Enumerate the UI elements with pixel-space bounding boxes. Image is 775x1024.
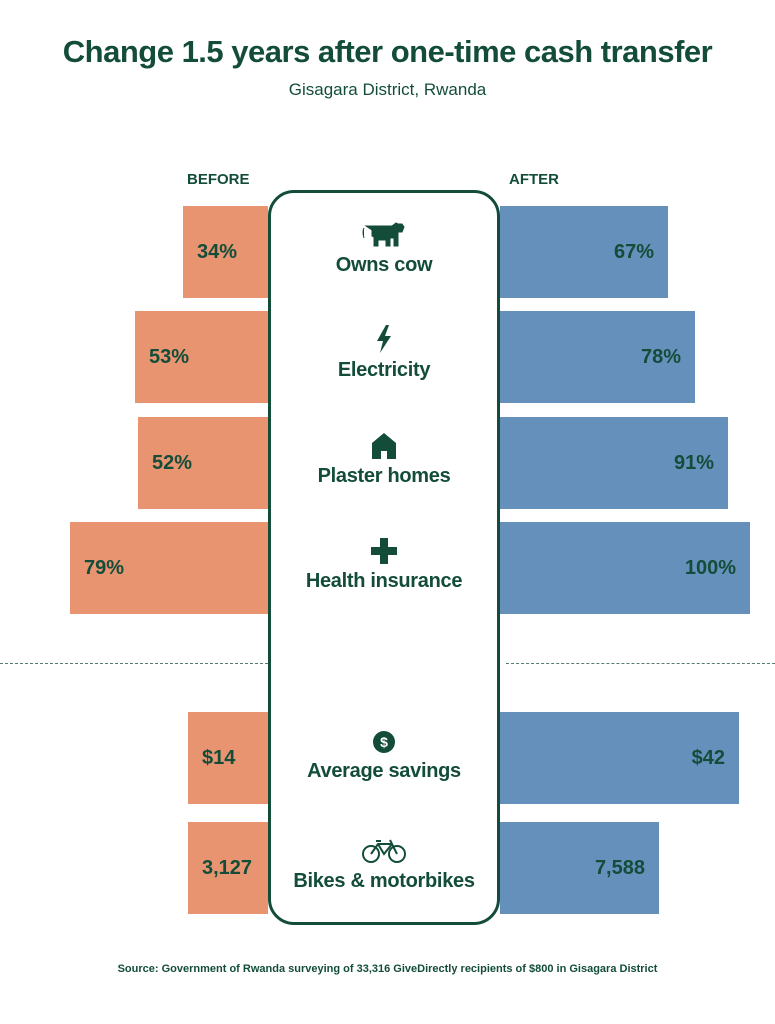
value-before: 53%: [149, 346, 190, 368]
bicycle-icon: [268, 836, 500, 864]
value-after: 67%: [613, 241, 654, 263]
category-label: Owns cow: [335, 254, 433, 276]
legend-before: BEFORE: [187, 171, 250, 188]
value-after: 91%: [673, 452, 714, 474]
value-before: 79%: [84, 557, 125, 579]
category-item: $ Average savings: [268, 726, 500, 783]
category-item: Owns cow: [268, 220, 500, 277]
chart-subtitle: Gisagara District, Rwanda: [288, 80, 487, 99]
section-divider-left: [0, 663, 268, 664]
bar-after: [500, 417, 728, 509]
category-item: Electricity: [268, 325, 500, 382]
house-icon: [268, 431, 500, 459]
bar-before: [188, 822, 268, 914]
legend-after: AFTER: [509, 171, 559, 188]
dollar-icon: $: [268, 726, 500, 754]
bar-before: [135, 311, 268, 403]
category-label: Electricity: [337, 359, 431, 381]
value-before: $14: [202, 747, 236, 769]
bar-before: [188, 712, 268, 804]
value-after: 78%: [640, 346, 681, 368]
bar-after: [500, 522, 750, 614]
bar-before: [183, 206, 268, 298]
category-item: Health insurance: [268, 536, 500, 593]
bar-before: [70, 522, 268, 614]
value-before: 34%: [197, 241, 238, 263]
value-after: $42: [691, 747, 725, 769]
bar-after: [500, 712, 739, 804]
bar-after: [500, 822, 659, 914]
category-label: Health insurance: [305, 570, 463, 592]
source-note: Source: Government of Rwanda surveying o…: [117, 963, 658, 975]
bar-before: [138, 417, 268, 509]
category-label: Average savings: [307, 760, 461, 782]
cow-icon: [268, 220, 500, 248]
value-after: 100%: [684, 557, 736, 579]
category-label: Bikes & motorbikes: [293, 870, 475, 892]
value-before: 3,127: [202, 857, 253, 879]
category-item: Plaster homes: [268, 431, 500, 488]
value-before: 52%: [152, 452, 193, 474]
category-item: Bikes & motorbikes: [268, 836, 500, 893]
bar-after: [500, 206, 668, 298]
section-divider-right: [506, 663, 775, 664]
plus-icon: [268, 536, 500, 564]
category-label: Plaster homes: [317, 465, 451, 487]
svg-text:$: $: [380, 734, 388, 750]
lightning-icon: [268, 325, 500, 353]
bar-after: [500, 311, 695, 403]
value-after: 7,588: [594, 857, 645, 879]
chart-title: Change 1.5 years after one-time cash tra…: [62, 34, 713, 69]
